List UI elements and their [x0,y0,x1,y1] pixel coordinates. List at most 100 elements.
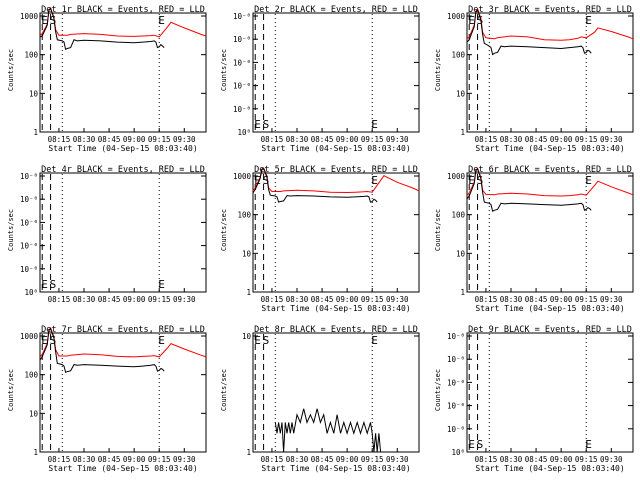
event-marker-label: E [585,14,592,27]
chart-panel: Det 7r BLACK = Events, RED = LLD 1 10 100 10… [7,325,207,473]
y-tick-label: 10⁻⁰ [233,35,251,44]
x-tick-label: 08:30 [286,135,309,144]
x-tick-label: 08:15 [48,135,71,144]
y-tick-label: 1000 [233,172,252,181]
x-tick-label: 09:15 [361,135,384,144]
event-marker-label: S [477,14,484,27]
event-marker-label: S [477,438,484,451]
x-tick-label: 08:15 [261,135,284,144]
x-tick-label: 08:15 [475,295,498,304]
x-tick-label: 09:15 [148,135,171,144]
x-tick-label: 08:30 [73,455,96,464]
y-axis-label: Counts/sec [220,209,228,251]
x-axis-label: Start Time (04-Sep-15 08:03:40) [48,144,197,153]
x-axis-label: Start Time (04-Sep-15 08:03:40) [48,464,197,473]
x-tick-label: 08:30 [500,135,523,144]
x-tick-label: 09:15 [361,455,384,464]
y-axis-label: Counts/sec [7,369,15,411]
x-tick-label: 09:00 [123,455,146,464]
chart-panel: Det 2r BLACK = Events, RED = LLD 10⁰ 10⁻⁰ 1… [220,5,420,153]
y-tick-label: 10 [242,332,252,341]
y-tick-label: 1 [33,128,38,137]
x-tick-label: 08:30 [286,295,309,304]
plot-frame [252,12,420,133]
y-tick-label: 10⁻⁰ [447,332,465,341]
event-marker-label: S [477,174,484,187]
event-marker-label: E [371,118,378,131]
y-tick-label: 10⁻⁰ [20,195,38,204]
plot-frame [39,12,207,133]
x-axis-label: Start Time (04-Sep-15 08:03:40) [261,304,410,313]
x-axis-label: Start Time (04-Sep-15 08:03:40) [261,144,410,153]
event-marker-label: E [158,334,165,347]
y-tick-label: 10 [29,409,39,418]
x-axis-label: Start Time (04-Sep-15 08:03:40) [475,464,624,473]
event-marker-label: E [41,334,48,347]
plot-frame [39,172,207,293]
plot-frame [39,332,207,453]
event-marker-label: S [50,334,57,347]
x-tick-label: 08:45 [525,455,548,464]
series-line [39,7,165,51]
x-tick-label: 08:30 [500,295,523,304]
y-tick-label: 10⁻⁰ [20,218,38,227]
plot-frame [466,12,634,133]
y-tick-label: 10 [456,249,466,258]
event-marker-label: E [254,174,261,187]
y-axis-label: Counts/sec [434,49,442,91]
y-tick-label: 100 [451,51,465,60]
y-tick-label: 10⁰ [24,288,38,297]
y-tick-label: 10⁻⁰ [20,172,38,181]
plot-frame [252,332,420,453]
event-marker-label: E [371,334,378,347]
chart-panel: Det 1r BLACK = Events, RED = LLD 1 10 100 10… [7,5,207,153]
event-marker-label: E [41,14,48,27]
event-marker-label: E [158,278,165,291]
x-tick-label: 08:45 [525,295,548,304]
x-tick-label: 09:30 [386,135,409,144]
chart-title: Det 3r BLACK = Events, RED = LLD [468,5,632,15]
y-tick-label: 10⁻⁰ [233,82,251,91]
x-tick-label: 09:30 [173,455,196,464]
plot-frame [252,172,420,293]
series-line [466,8,592,56]
event-marker-label: E [158,14,165,27]
y-tick-label: 100 [237,211,251,220]
x-tick-label: 08:15 [475,455,498,464]
x-tick-label: 09:30 [600,455,623,464]
y-tick-label: 100 [24,371,38,380]
chart-panel: Det 6r BLACK = Events, RED = LLD 1 10 100 10… [434,165,634,313]
x-tick-label: 09:30 [386,455,409,464]
x-tick-label: 09:00 [123,295,146,304]
y-axis-label: Counts/sec [7,209,15,251]
y-tick-label: 10⁻⁰ [20,242,38,251]
x-tick-label: 09:30 [173,295,196,304]
chart-title: Det 5r BLACK = Events, RED = LLD [254,165,418,175]
event-marker-label: E [585,174,592,187]
y-tick-label: 10⁻⁰ [233,12,251,21]
y-tick-label: 10⁻⁰ [447,402,465,411]
event-marker-label: E [254,118,261,131]
event-marker-label: E [371,174,378,187]
x-tick-label: 08:45 [311,295,334,304]
y-tick-label: 1 [33,448,38,457]
x-tick-label: 08:45 [525,135,548,144]
y-tick-label: 10 [242,249,252,258]
y-axis-label: Counts/sec [220,369,228,411]
plot-frame [466,332,634,453]
x-tick-label: 08:30 [73,295,96,304]
y-tick-label: 10 [456,89,466,98]
y-tick-label: 10⁻⁰ [447,425,465,434]
y-axis-label: Counts/sec [7,49,15,91]
y-tick-label: 10⁰ [451,448,465,457]
x-tick-label: 08:15 [475,135,498,144]
series-line [466,168,592,212]
y-axis-label: Counts/sec [434,209,442,251]
x-tick-label: 09:00 [336,135,359,144]
event-marker-label: E [585,438,592,451]
event-marker-label: S [263,174,270,187]
x-tick-label: 09:00 [550,295,573,304]
event-marker-label: S [50,14,57,27]
x-tick-label: 09:00 [550,135,573,144]
